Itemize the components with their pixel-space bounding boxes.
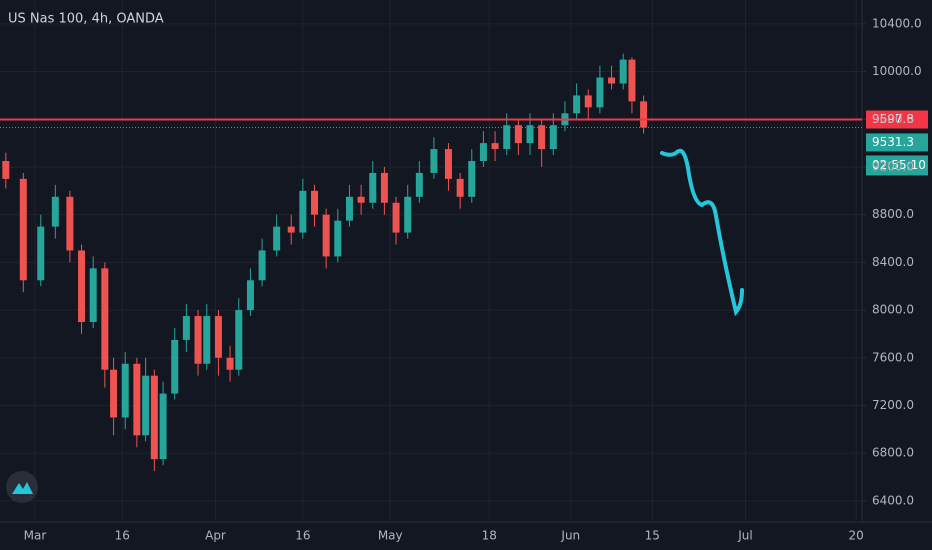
y-tick-label: 6400.0 <box>872 493 914 507</box>
candle-body <box>226 357 234 370</box>
y-tick-label: 10000.0 <box>872 64 922 78</box>
price-label: 9531.3 <box>872 135 914 149</box>
x-tick-label: 15 <box>645 529 660 543</box>
x-tick-label: May <box>378 529 403 543</box>
x-tick-label: Mar <box>24 529 47 543</box>
candle-body <box>404 196 412 233</box>
candle-body <box>628 59 636 102</box>
drawn-arrow <box>660 148 744 317</box>
candle-body <box>369 172 377 203</box>
logo-circle[interactable] <box>6 471 38 503</box>
candle-body <box>246 280 254 311</box>
candle-body <box>549 125 557 150</box>
countdown-label: 02:55:10 <box>872 158 926 172</box>
y-tick-label: 7600.0 <box>872 350 914 364</box>
candle-body <box>142 375 150 436</box>
x-tick-label: 18 <box>482 529 497 543</box>
candle-body <box>430 149 438 173</box>
candle-body <box>37 226 45 281</box>
candle-body <box>503 125 511 150</box>
y-tick-label: 8800.0 <box>872 207 914 221</box>
candle-body <box>66 196 74 251</box>
price-label-box <box>866 133 928 152</box>
candle-body <box>51 196 59 227</box>
level-label-box <box>866 110 928 129</box>
candle-body <box>345 196 353 221</box>
candle-body <box>171 339 179 394</box>
candle-body <box>287 226 295 233</box>
candle-body <box>78 250 86 323</box>
candle-body <box>619 59 627 84</box>
x-tick-label: Apr <box>205 529 226 543</box>
candle-body <box>273 226 281 251</box>
candle-body <box>182 316 190 340</box>
candle-body <box>2 161 10 179</box>
candle-body <box>150 375 158 460</box>
candle-body <box>299 190 307 233</box>
logo-icon[interactable] <box>12 482 33 494</box>
candle-body <box>584 95 592 108</box>
candle-body <box>133 363 141 436</box>
candle-body <box>101 268 109 370</box>
y-tick-label: 8000.0 <box>872 303 914 317</box>
candle-body <box>121 363 129 418</box>
y-tick-label: 7200.0 <box>872 398 914 412</box>
candle-body <box>357 196 365 203</box>
candle-body <box>456 178 464 197</box>
grid <box>0 0 862 520</box>
logo[interactable] <box>6 471 38 503</box>
y-tick-label: 9600.0 <box>872 112 914 126</box>
x-tick-label: Jun <box>560 529 580 543</box>
y-tick-label: 10400.0 <box>872 16 922 30</box>
candle-body <box>110 369 118 418</box>
candle-body <box>468 161 476 197</box>
candle-body <box>392 202 400 233</box>
chart-title: US Nas 100, 4h, OANDA <box>8 12 164 27</box>
candle-body <box>311 190 319 215</box>
candles <box>2 53 648 472</box>
candle-body <box>334 220 342 257</box>
x-tick-label: 16 <box>115 529 130 543</box>
candle-body <box>573 95 581 114</box>
x-tick-label: Jul <box>737 529 752 543</box>
candle-body <box>258 250 266 281</box>
candle-body <box>19 178 27 281</box>
candle-body <box>491 143 499 150</box>
candle-body <box>380 172 388 203</box>
candle-body <box>159 393 167 460</box>
overlay: 9597.8 9531.3 02:55:10 <box>0 110 928 176</box>
candle-body <box>322 214 330 257</box>
candle-body <box>235 310 243 370</box>
candle-body <box>608 77 616 84</box>
candle-body <box>514 125 522 144</box>
x-tick-label: 16 <box>295 529 310 543</box>
candle-body <box>479 143 487 162</box>
candle-body <box>203 316 211 364</box>
candle-body <box>89 268 97 323</box>
candle-body <box>596 77 604 108</box>
candle-body <box>538 125 546 150</box>
y-tick-label: 8400.0 <box>872 255 914 269</box>
x-tick-label: 20 <box>849 529 864 543</box>
level-label: 9597.8 <box>872 112 914 126</box>
candle-body <box>444 149 452 179</box>
y-tick-label: 9200.0 <box>872 159 914 173</box>
candle-body <box>526 125 534 144</box>
candle-body <box>214 316 222 358</box>
countdown-box <box>866 155 928 176</box>
candle-body <box>194 316 202 364</box>
candle-body <box>415 172 423 197</box>
y-tick-label: 6800.0 <box>872 446 914 460</box>
candle-body <box>640 101 648 128</box>
